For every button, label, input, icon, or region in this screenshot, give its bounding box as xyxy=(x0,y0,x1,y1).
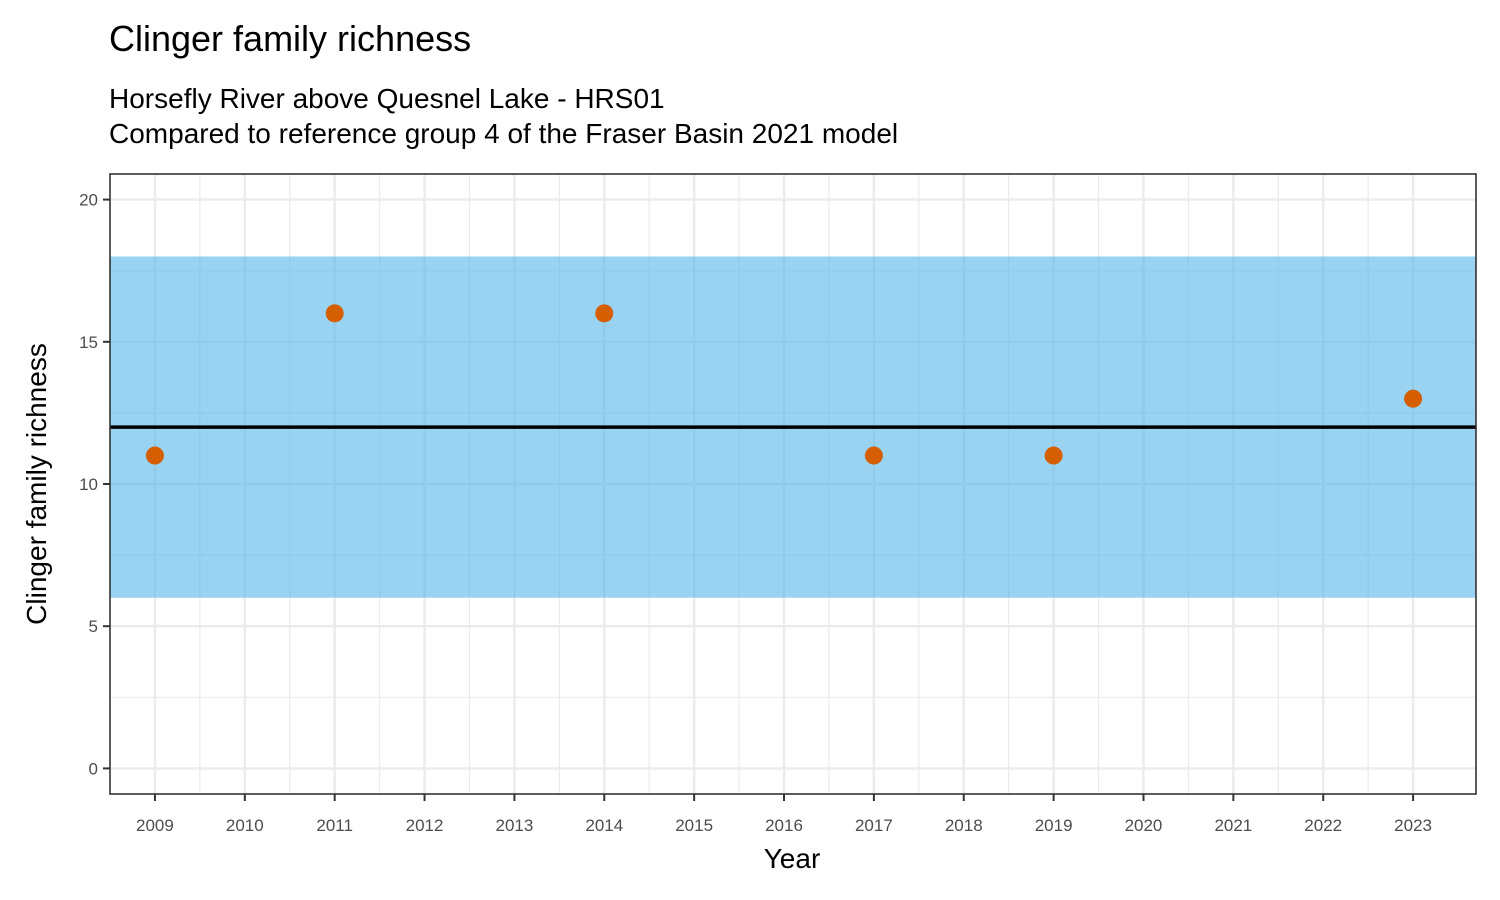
y-axis-title: Clinger family richness xyxy=(21,343,52,625)
x-axis-title: Year xyxy=(764,843,821,874)
x-tick-label: 2016 xyxy=(765,816,803,835)
x-tick-label: 2014 xyxy=(585,816,623,835)
x-tick-label: 2021 xyxy=(1214,816,1252,835)
data-point xyxy=(864,446,883,465)
x-tick-label: 2015 xyxy=(675,816,713,835)
data-point xyxy=(595,304,614,323)
x-tick-label: 2012 xyxy=(406,816,444,835)
x-tick-label: 2023 xyxy=(1394,816,1432,835)
data-point xyxy=(1404,389,1423,408)
data-point xyxy=(325,304,344,323)
x-tick-label: 2020 xyxy=(1125,816,1163,835)
x-tick-label: 2010 xyxy=(226,816,264,835)
x-tick-label: 2009 xyxy=(136,816,174,835)
data-point xyxy=(1044,446,1063,465)
x-tick-label: 2022 xyxy=(1304,816,1342,835)
y-tick-label: 10 xyxy=(79,475,98,494)
y-tick-label: 0 xyxy=(89,759,98,778)
x-tick-label: 2013 xyxy=(495,816,533,835)
x-tick-label: 2011 xyxy=(316,816,353,835)
chart-subtitle-line-1: Horsefly River above Quesnel Lake - HRS0… xyxy=(109,83,665,114)
data-point xyxy=(145,446,164,465)
chart-subtitle-line-2: Compared to reference group 4 of the Fra… xyxy=(109,118,898,149)
y-tick-label: 15 xyxy=(79,333,98,352)
y-tick-label: 5 xyxy=(89,617,98,636)
x-tick-label: 2018 xyxy=(945,816,983,835)
x-tick-label: 2017 xyxy=(855,816,893,835)
x-tick-label: 2019 xyxy=(1035,816,1073,835)
chart-title: Clinger family richness xyxy=(109,18,471,59)
plot-area: 0 5 10 15 20 2009 2010 2011 2012 2013 2014 2015 2016… xyxy=(79,173,1477,835)
y-tick-label: 20 xyxy=(79,191,98,210)
